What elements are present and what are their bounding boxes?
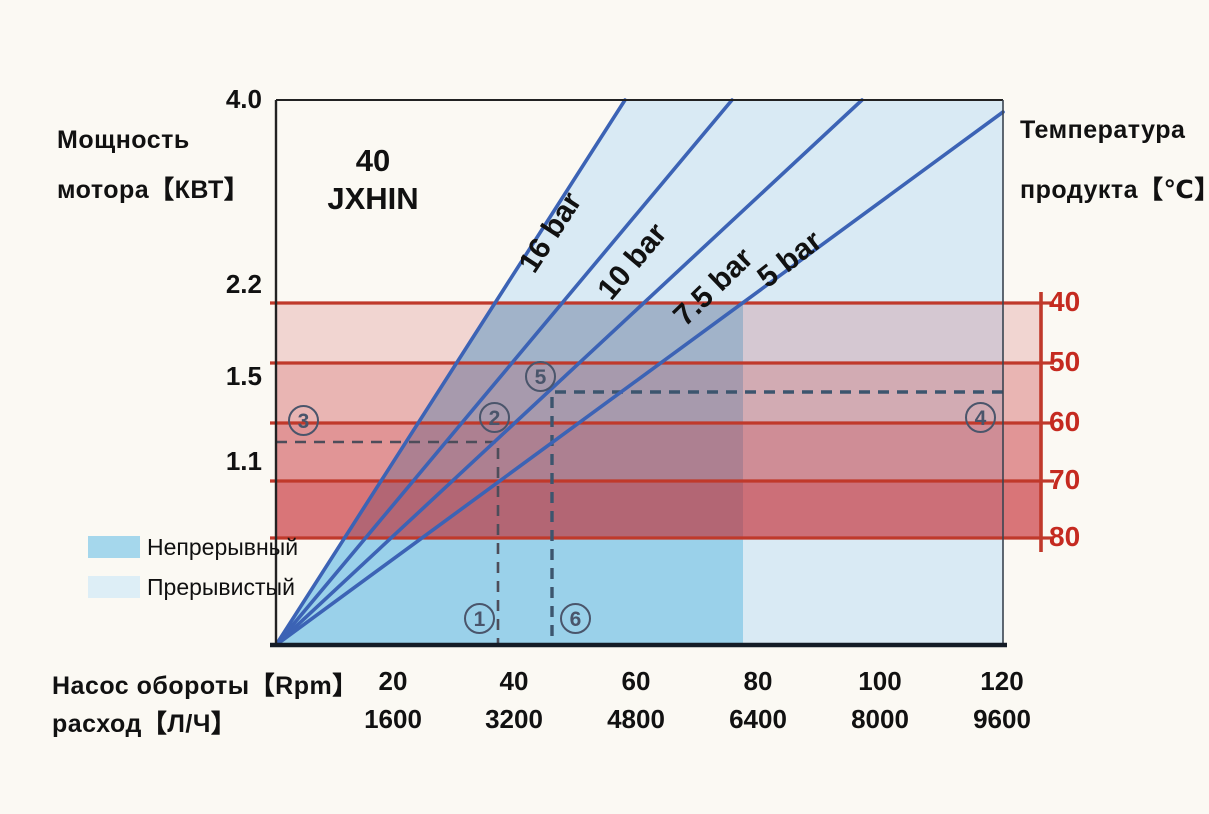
guide-line-2 (550, 390, 1003, 643)
flow-tick-6400: 6400 (729, 704, 787, 734)
rpm-tick-100: 100 (858, 666, 902, 696)
marker-1: 1 (464, 603, 495, 634)
rpm-tick-40: 40 (499, 666, 529, 696)
temp-tick-40: 40 (1049, 286, 1081, 317)
temperature-bands (277, 303, 1041, 538)
marker-3: 3 (288, 405, 319, 436)
curve-7-5bar (274, 98, 864, 647)
model-name: JXHIN (327, 181, 419, 216)
marker-4: 4 (965, 402, 996, 433)
curve-10bar (274, 98, 734, 647)
power-tick-2-2: 2.2 (225, 269, 262, 299)
rpm-axis-title: Насос обороты【Rpm】 (52, 672, 358, 700)
temp-tick-50: 50 (1049, 346, 1081, 377)
flow-axis-title: расход【Л/Ч】 (52, 710, 237, 738)
rpm-tick-80: 80 (743, 666, 773, 696)
flow-tick-3200: 3200 (485, 704, 543, 734)
plot-frame (270, 99, 1007, 648)
curve-5bar (274, 110, 1005, 647)
temperature-lines (270, 292, 1054, 552)
marker-6: 6 (560, 603, 591, 634)
temp-axis-title-line1: Температура (1020, 116, 1186, 144)
legend-label-continuous: Непрерывный (147, 534, 299, 560)
flow-tick-8000: 8000 (851, 704, 909, 734)
temp-tick-70: 70 (1049, 464, 1081, 495)
pressure-curves (274, 98, 1005, 647)
power-tick-1-5: 1.5 (225, 361, 262, 391)
guide-lines (276, 390, 1003, 643)
model-block: 40 JXHIN (288, 142, 458, 218)
temp-tick-80: 80 (1049, 521, 1081, 552)
curve-16bar (274, 98, 627, 647)
power-axis-title-line1: Мощность (57, 126, 190, 154)
model-size: 40 (355, 143, 391, 178)
power-axis-title-line2: мотора【КВТ】 (57, 176, 250, 204)
legend-swatch-intermittent (88, 576, 140, 598)
marker-5: 5 (525, 361, 556, 392)
legend-swatch-continuous (88, 536, 140, 558)
flow-tick-9600: 9600 (973, 704, 1031, 734)
temp-tick-60: 60 (1049, 406, 1081, 437)
flow-tick-1600: 1600 (364, 704, 422, 734)
power-tick-1-1: 1.1 (225, 446, 262, 476)
marker-2: 2 (479, 402, 510, 433)
legend-label-intermittent: Прерывистый (147, 574, 295, 600)
power-tick-4-0: 4.0 (225, 84, 262, 114)
rpm-tick-60: 60 (621, 666, 651, 696)
rpm-tick-20: 20 (378, 666, 408, 696)
rpm-tick-120: 120 (980, 666, 1024, 696)
temp-axis-title-line2: продукта【℃】 (1020, 176, 1209, 204)
flow-tick-4800: 4800 (607, 704, 665, 734)
